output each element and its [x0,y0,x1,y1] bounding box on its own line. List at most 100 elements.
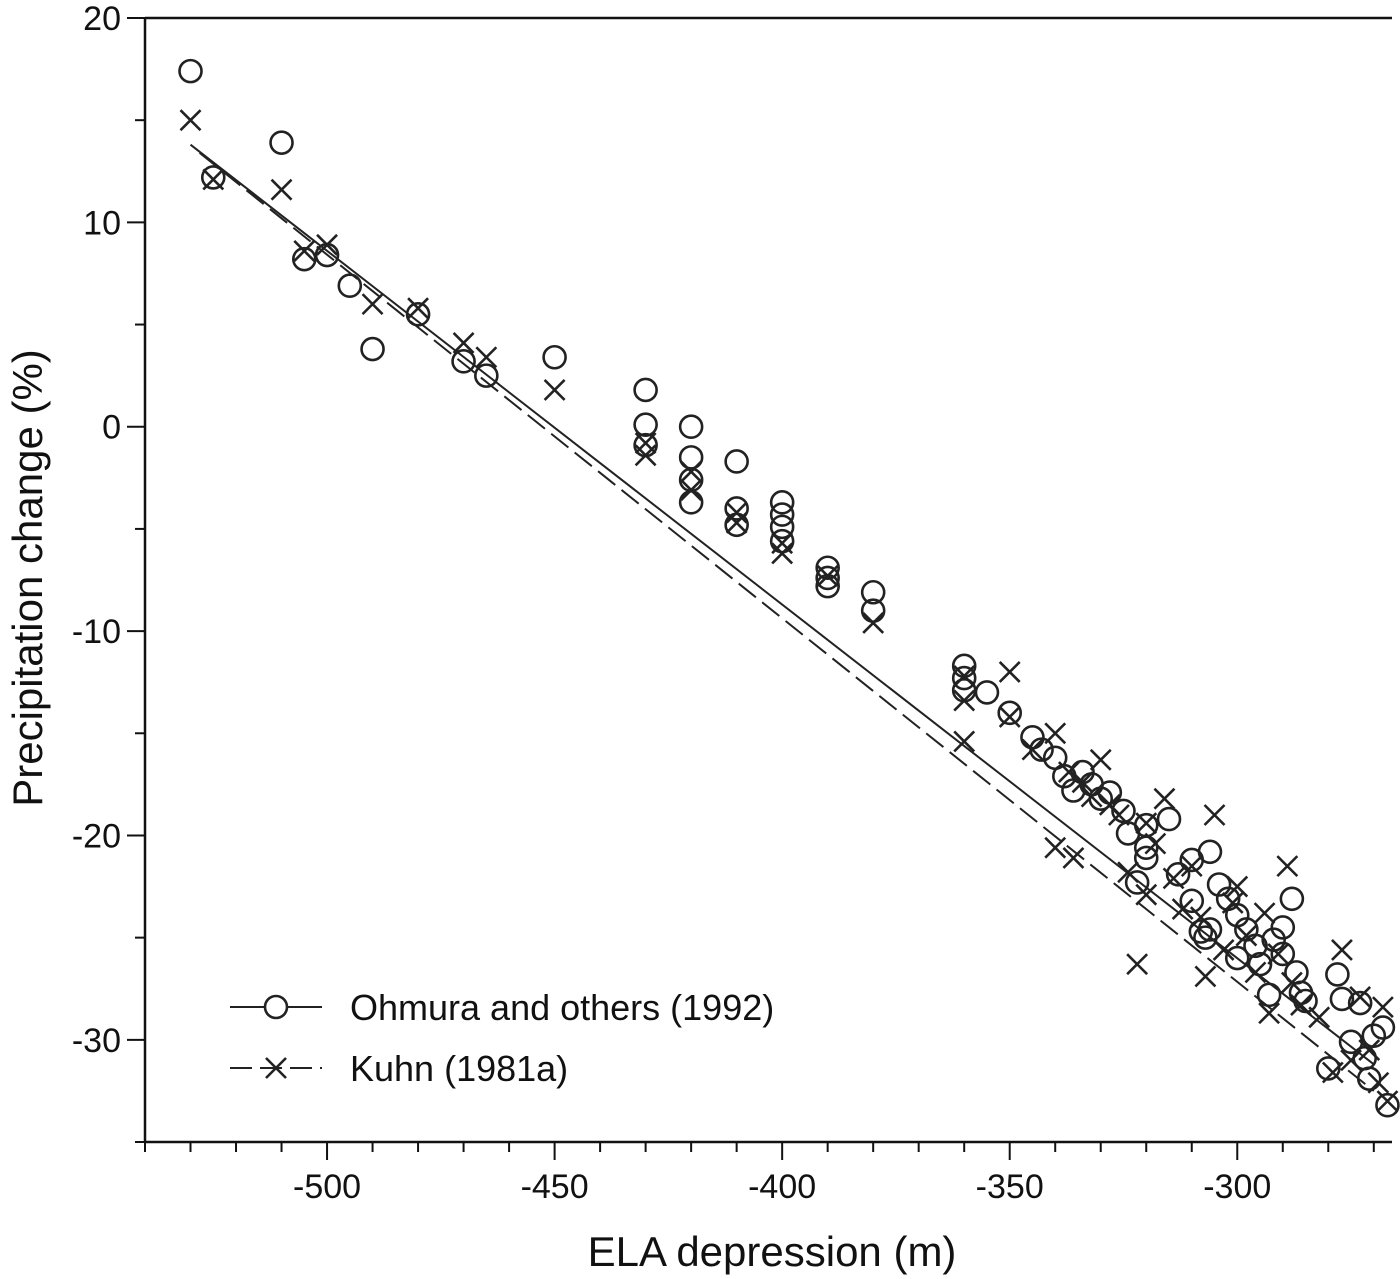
circle-point [1329,986,1355,1012]
x-point [1189,906,1212,929]
circle-point [1356,1066,1382,1091]
circle-point [1270,915,1296,940]
y-tick-label: -10 [72,613,121,651]
x-point [475,346,498,369]
circle-point [997,700,1023,726]
x-point [1080,785,1103,808]
x-tick-label: -350 [976,1168,1044,1206]
x-point [771,532,794,555]
circle-point [633,432,658,458]
x-point [1057,761,1080,784]
circle-point [1197,917,1223,942]
circle-point [1347,990,1373,1016]
legend-x-marker [265,1057,287,1079]
circle-point [1111,798,1136,824]
x-point [1108,804,1130,826]
x-point [680,460,703,483]
x-point [1290,994,1312,1016]
circle-point [724,449,749,474]
x-tick-label: -400 [748,1168,816,1206]
x-point [1221,891,1244,914]
circle-point [474,363,499,388]
circle-point [1029,737,1054,762]
x-point [1021,738,1044,761]
x-point [1162,867,1185,890]
circle-point [1206,872,1232,897]
circle-point [1325,962,1350,987]
x-point [1331,938,1353,961]
legend-label-kuhn: Kuhn (1981a) [350,1048,568,1089]
x-point [1376,1090,1399,1113]
circle-point [860,579,886,605]
x-point [816,564,839,587]
circle-point [1370,1015,1396,1040]
circle-point [1279,886,1305,912]
x-tick-label: -500 [293,1168,361,1206]
y-tick-label: 10 [83,204,121,242]
circle-point [769,490,795,515]
y-tick-label: 0 [102,409,121,447]
x-point [1126,953,1149,976]
circle-point [1293,988,1318,1014]
x-point [1117,861,1139,884]
circle-point [1270,941,1296,967]
y-axis-title: Precipitation change (%) [4,349,51,807]
x-point [998,661,1021,683]
x-point [1135,812,1158,835]
circle-point [200,165,226,190]
x-point [1371,996,1394,1019]
x-point [270,178,293,201]
x-axis-title: ELA depression (m) [588,1228,957,1275]
x-point [452,332,475,354]
x-point [1308,1006,1331,1029]
fit-line-series-0 [189,143,1375,1066]
x-point [1203,804,1226,826]
x-point [1226,875,1249,898]
x-point [1267,943,1290,965]
circle-point [1133,845,1159,871]
x-point [1135,883,1158,906]
x-point [316,233,338,256]
x-point [771,542,794,565]
x-point [1253,902,1276,925]
x-point [179,109,202,132]
circle-point [405,302,431,327]
x-point [293,240,316,262]
x-point [1212,938,1235,961]
circle-point [291,246,317,272]
x-point [1358,1039,1381,1061]
circle-point [1375,1092,1400,1118]
x-point [862,611,885,634]
legend-circle-marker [263,994,289,1020]
x-point [1071,771,1094,794]
x-point [1153,787,1176,810]
circle-point [337,273,363,299]
x-point [1321,1061,1344,1084]
x-point [361,293,384,316]
circle-point [1165,861,1191,887]
x-point [953,665,976,687]
x-point [1194,965,1217,988]
circle-point [974,680,1000,705]
circle-point [633,412,658,437]
circle-point [360,336,385,362]
x-point [680,479,703,501]
y-tick-label: -30 [72,1022,121,1060]
x-point [1349,985,1372,1008]
circle-point [1243,933,1268,959]
x-point [1244,961,1267,984]
circle-point [1197,839,1223,865]
circle-point [1256,982,1282,1008]
circle-point [1188,919,1214,944]
x-point [1340,1049,1362,1072]
circle-point [769,502,795,527]
circle-point [815,555,840,581]
circle-point [769,514,795,540]
circle-point [633,377,658,403]
circle-point [724,512,749,538]
circle-point [951,665,977,691]
circle-point [724,496,749,521]
series-1-points [179,109,1399,1113]
x-point [1280,971,1303,994]
